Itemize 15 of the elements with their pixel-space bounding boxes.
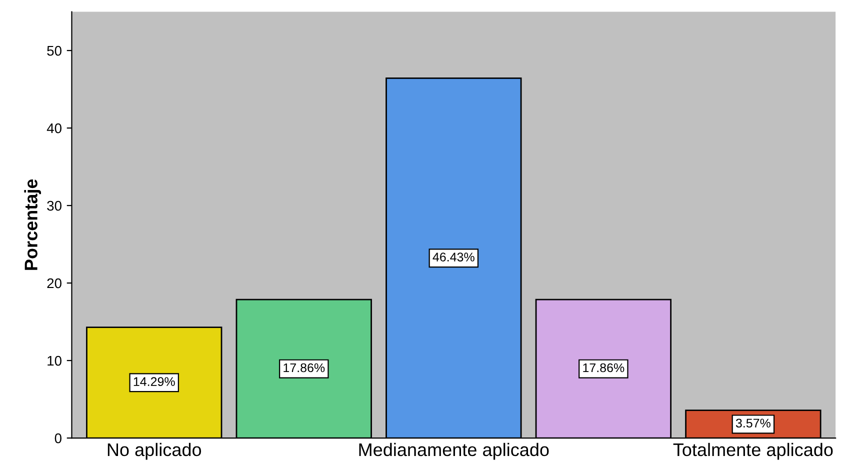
data-label: 17.86% — [284, 363, 325, 372]
y-tick-label: 30 — [47, 200, 62, 211]
y-axis-title: Porcentaje — [24, 179, 42, 270]
x-tick-label: No aplicado — [108, 442, 202, 460]
data-label: 17.86% — [583, 363, 624, 372]
x-tick-label: Medianamente aplicado — [359, 442, 549, 460]
data-label: 46.43% — [432, 252, 474, 262]
y-tick-label: 20 — [47, 278, 62, 288]
y-tick-label: 40 — [46, 123, 62, 134]
y-tick-label: 50 — [47, 46, 62, 56]
data-label: 3.57% — [736, 418, 770, 428]
y-tick-label: 10 — [48, 356, 62, 366]
x-tick-label: Totalmente aplicado — [673, 442, 833, 460]
y-tick-label: 0 — [54, 433, 62, 444]
data-label: 14.29% — [134, 377, 175, 386]
